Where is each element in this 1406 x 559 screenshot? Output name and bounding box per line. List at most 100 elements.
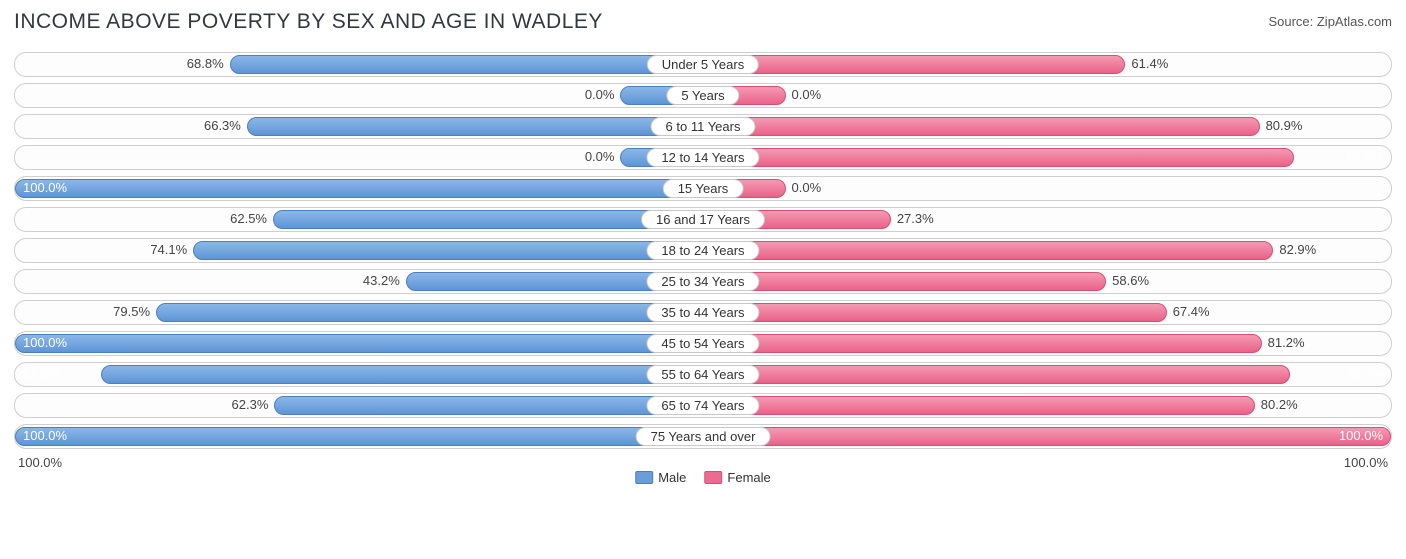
male-value: 87.5% [23,366,60,381]
chart-row: 87.5%85.3%55 to 64 Years [14,362,1392,387]
male-half: 66.3% [15,115,703,138]
female-value: 85.9% [1346,149,1383,164]
female-half: 0.0% [703,177,1391,200]
chart-footer: 100.0% 100.0% Male Female [14,455,1392,475]
male-half: 0.0% [15,146,703,169]
legend-female: Female [704,470,770,485]
male-bar [247,117,703,136]
chart-row: 100.0% 0.0% 15 Years [14,176,1392,201]
female-half: 85.3% [703,363,1391,386]
age-label: 12 to 14 Years [646,148,759,167]
axis-right-label: 100.0% [1344,455,1388,470]
female-value: 80.2% [1261,397,1298,412]
male-bar [15,179,703,198]
female-half: 80.2% [703,394,1391,417]
male-half: 100.0% [15,332,703,355]
female-value: 27.3% [897,211,934,226]
age-label: 15 Years [663,179,744,198]
age-label: 65 to 74 Years [646,396,759,415]
female-half: 0.0% [703,84,1391,107]
male-value: 0.0% [585,87,615,102]
male-swatch [635,471,653,484]
female-bar [703,55,1125,74]
female-value: 0.0% [792,87,822,102]
header: INCOME ABOVE POVERTY BY SEX AND AGE IN W… [14,10,1392,34]
male-value: 100.0% [23,335,67,350]
male-value: 100.0% [23,428,67,443]
male-value: 0.0% [585,149,615,164]
male-value: 43.2% [363,273,400,288]
female-bar [703,396,1255,415]
female-half: 80.9% [703,115,1391,138]
chart-row: 62.5% 27.3% 16 and 17 Years [14,207,1392,232]
female-bar [703,148,1294,167]
chart-row: 79.5%67.4%35 to 44 Years [14,300,1392,325]
male-bar [15,427,703,446]
legend-male-label: Male [658,470,686,485]
age-label: Under 5 Years [647,55,759,74]
male-value: 100.0% [23,180,67,195]
male-value: 62.5% [230,211,267,226]
female-bar [703,427,1391,446]
female-value: 80.9% [1266,118,1303,133]
chart-container: INCOME ABOVE POVERTY BY SEX AND AGE IN W… [0,0,1406,485]
axis-left-label: 100.0% [18,455,62,470]
age-label: 75 Years and over [636,427,771,446]
chart-title: INCOME ABOVE POVERTY BY SEX AND AGE IN W… [14,10,603,34]
male-half: 79.5% [15,301,703,324]
male-half: 100.0% [15,177,703,200]
female-bar [703,334,1262,353]
female-value: 85.3% [1346,366,1383,381]
male-half: 43.2% [15,270,703,293]
legend-female-label: Female [727,470,770,485]
female-half: 61.4% [703,53,1391,76]
legend: Male Female [635,470,771,485]
female-half: 67.4% [703,301,1391,324]
male-half: 62.3% [15,394,703,417]
chart-row: 100.0% 100.0% 75 Years and over [14,424,1392,449]
female-swatch [704,471,722,484]
female-value: 61.4% [1131,56,1168,71]
male-value: 79.5% [113,304,150,319]
female-value: 100.0% [1339,428,1383,443]
male-half: 100.0% [15,425,703,448]
male-half: 74.1% [15,239,703,262]
female-bar [703,272,1106,291]
female-half: 58.6% [703,270,1391,293]
chart-row: 68.8% 61.4% Under 5 Years [14,52,1392,77]
male-value: 62.3% [232,397,269,412]
chart-row: 0.0% 0.0% 5 Years [14,83,1392,108]
chart-row: 74.1% 82.9% 18 to 24 Years [14,238,1392,263]
age-label: 16 and 17 Years [641,210,765,229]
age-label: 5 Years [666,86,739,105]
age-label: 18 to 24 Years [646,241,759,260]
female-half: 81.2% [703,332,1391,355]
male-half: 0.0% [15,84,703,107]
chart-row: 62.3% 80.2% 65 to 74 Years [14,393,1392,418]
female-bar [703,365,1290,384]
source-attribution: Source: ZipAtlas.com [1268,14,1392,29]
age-label: 45 to 54 Years [646,334,759,353]
chart-row: 43.2% 58.6%25 to 34 Years [14,269,1392,294]
male-value: 68.8% [187,56,224,71]
female-value: 0.0% [792,180,822,195]
male-bar [101,365,703,384]
male-bar [273,210,703,229]
chart-row: 66.3% 80.9% 6 to 11 Years [14,114,1392,139]
female-value: 67.4% [1173,304,1210,319]
female-half: 27.3% [703,208,1391,231]
female-half: 85.9% [703,146,1391,169]
male-bar [230,55,703,74]
male-value: 66.3% [204,118,241,133]
chart-row: 0.0% 85.9% 12 to 14 Years [14,145,1392,170]
male-half: 87.5% [15,363,703,386]
female-value: 82.9% [1279,242,1316,257]
female-bar [703,117,1260,136]
male-bar [193,241,703,260]
male-value: 74.1% [150,242,187,257]
age-label: 6 to 11 Years [651,117,756,136]
male-half: 68.8% [15,53,703,76]
age-label: 25 to 34 Years [646,272,759,291]
male-bar [274,396,703,415]
x-axis: 100.0% 100.0% [14,455,1392,470]
